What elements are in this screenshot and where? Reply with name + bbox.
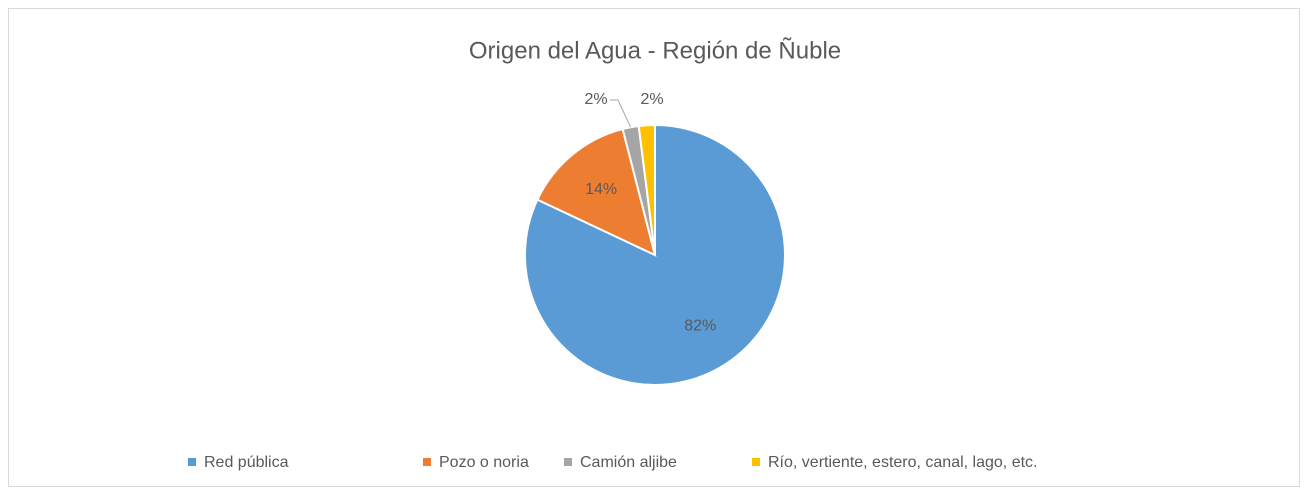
legend-marker xyxy=(423,458,431,466)
legend-marker xyxy=(188,458,196,466)
data-label: 2% xyxy=(584,91,607,108)
data-label: 14% xyxy=(585,181,617,198)
chart-title: Origen del Agua - Región de Ñuble xyxy=(469,37,841,64)
legend-label: Pozo o noria xyxy=(439,454,529,471)
data-label: 82% xyxy=(684,318,716,335)
data-label: 2% xyxy=(640,91,663,108)
pie-slice xyxy=(536,127,657,257)
legend-label: Red pública xyxy=(204,454,289,471)
pie-slice xyxy=(524,123,786,386)
legend-marker xyxy=(752,458,760,466)
legend-label: Río, vertiente, estero, canal, lago, etc… xyxy=(768,454,1037,471)
legend-label: Camión aljibe xyxy=(580,454,677,471)
leader-line xyxy=(610,99,632,128)
legend-marker xyxy=(564,458,572,466)
pie-slice xyxy=(637,123,656,256)
